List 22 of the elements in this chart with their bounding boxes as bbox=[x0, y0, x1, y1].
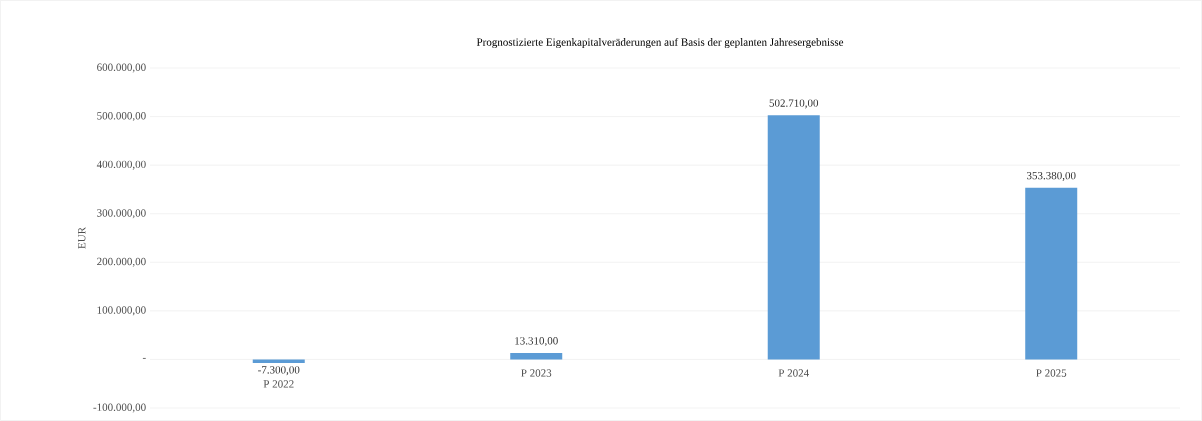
chart-title: Prognostizierte Eigenkapitalveräderungen auf Basis der geplanten Jahresergebnisse bbox=[476, 37, 844, 49]
bar bbox=[1025, 187, 1078, 360]
y-axis-title: EUR bbox=[78, 227, 86, 249]
x-tick-label: P 2025 bbox=[1036, 369, 1067, 377]
x-tick-label: P 2022 bbox=[263, 380, 294, 388]
y-tick-label: 300.000,00 bbox=[97, 209, 146, 219]
bar bbox=[252, 359, 305, 363]
y-tick-label: 200.000,00 bbox=[97, 257, 146, 267]
x-tick-label: P 2024 bbox=[778, 369, 809, 377]
y-tick-label: 500.000,00 bbox=[97, 112, 146, 122]
bar bbox=[767, 115, 820, 360]
bar bbox=[510, 352, 563, 360]
data-label: -7.300,00 bbox=[258, 366, 300, 376]
y-tick-label: 400.000,00 bbox=[96, 160, 146, 170]
data-label: 502.710,00 bbox=[769, 99, 819, 109]
y-tick-label: - bbox=[142, 357, 146, 359]
data-label: 13.310,00 bbox=[515, 337, 558, 347]
y-tick-label: -100.000,00 bbox=[93, 403, 146, 413]
y-tick-label: 100.000,00 bbox=[97, 306, 146, 316]
data-label: 353.380,00 bbox=[1027, 171, 1076, 181]
y-tick-label: 600.000,00 bbox=[97, 63, 146, 73]
x-tick-label: P 2023 bbox=[521, 369, 552, 377]
